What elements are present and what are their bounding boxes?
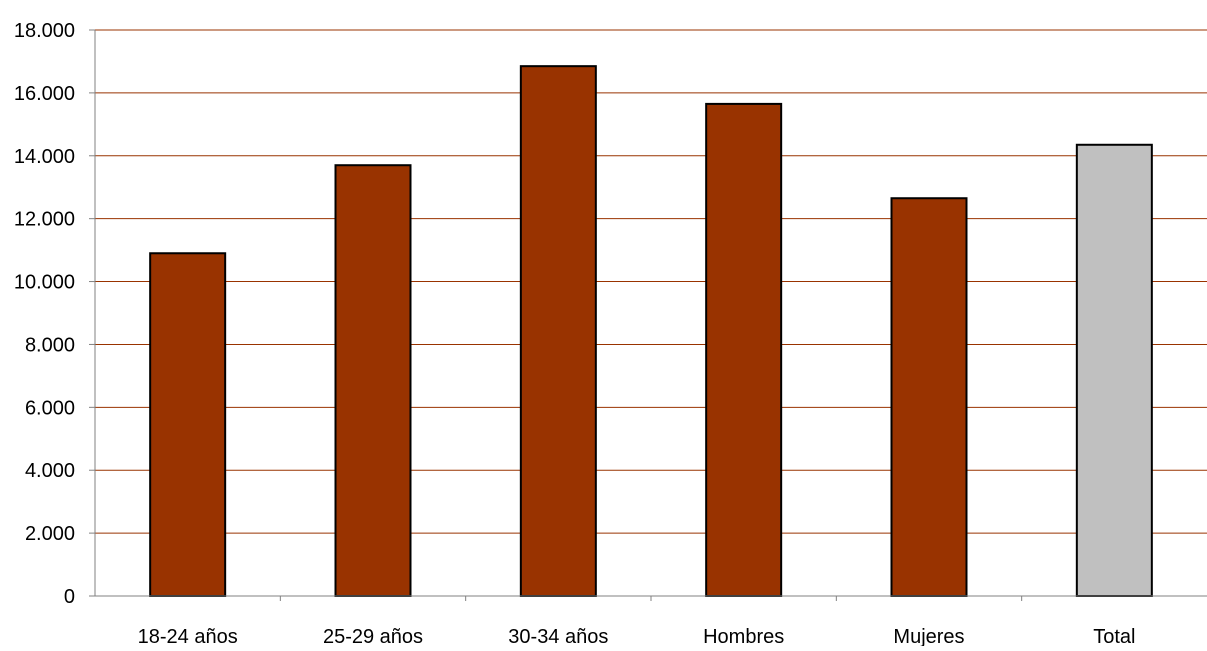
bars xyxy=(149,65,1153,598)
x-category-label: 25-29 años xyxy=(323,626,423,646)
y-tick-label: 2.000 xyxy=(25,523,75,545)
x-category-label: 18-24 años xyxy=(138,626,238,646)
axes xyxy=(89,29,1207,601)
bar-25-29-a-os xyxy=(334,164,412,597)
bar-mujeres xyxy=(890,197,968,597)
y-tick-label: 0 xyxy=(64,586,75,608)
y-tick-label: 16.000 xyxy=(14,83,75,105)
x-category-label: Mujeres xyxy=(893,626,964,646)
y-axis-tick-labels: 0 2.000 4.000 6.000 8.000 10.000 12.000 14.000 1… xyxy=(14,20,75,608)
bar-30-34-a-os xyxy=(519,65,597,597)
bar-total xyxy=(1075,143,1153,597)
x-category-label: Hombres xyxy=(703,626,784,646)
x-category-label: Total xyxy=(1093,626,1135,646)
y-tick-label: 6.000 xyxy=(25,397,75,419)
y-tick-label: 12.000 xyxy=(14,209,75,231)
x-category-label: 30-34 años xyxy=(508,626,608,646)
gridlines xyxy=(95,29,1207,534)
x-axis-category-labels: 18-24 años 25-29 años 30-34 años Hombres Muj… xyxy=(138,626,1136,648)
y-tick-label: 8.000 xyxy=(25,334,75,356)
y-tick-label: 14.000 xyxy=(14,146,75,168)
y-tick-label: 18.000 xyxy=(14,20,75,42)
bar-18-24-a-os xyxy=(149,252,227,597)
bar-hombres xyxy=(705,102,783,598)
y-tick-label: 4.000 xyxy=(25,460,75,482)
y-tick-label: 10.000 xyxy=(14,272,75,294)
